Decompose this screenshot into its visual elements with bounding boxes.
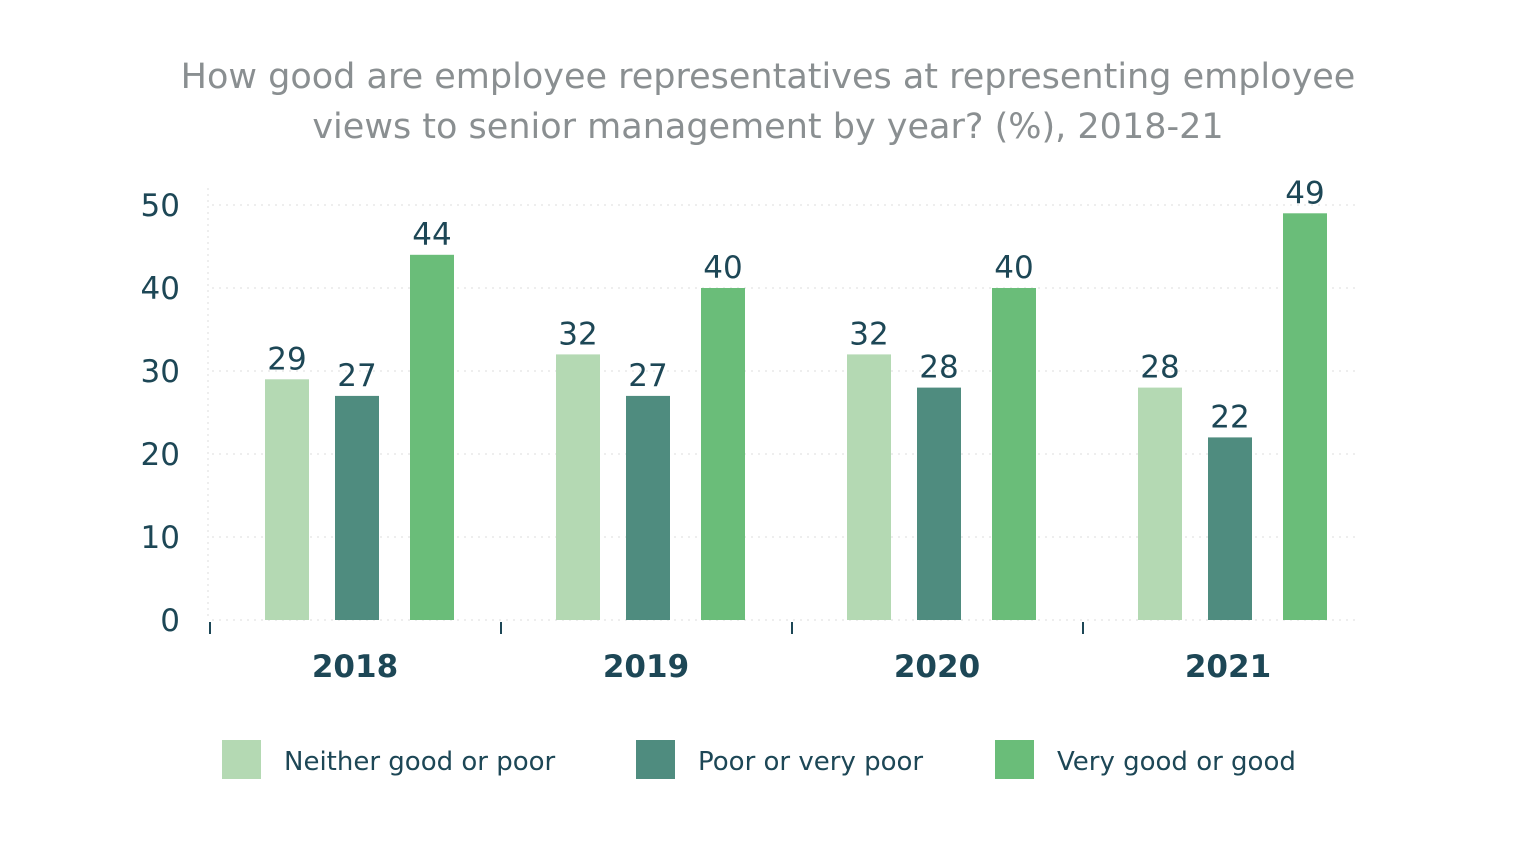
x-category-label: 2018 (312, 649, 398, 685)
legend-swatch (222, 740, 261, 779)
bar (626, 395, 670, 620)
data-label: 49 (1285, 175, 1324, 211)
y-tick-label: 0 (160, 603, 180, 639)
data-label: 27 (628, 358, 667, 394)
y-tick-label: 40 (141, 271, 180, 307)
y-tick-label: 20 (141, 437, 180, 473)
chart-title-line-2: views to senior management by year? (%),… (312, 107, 1223, 147)
y-tick-label: 30 (141, 354, 180, 390)
data-label: 28 (919, 350, 958, 386)
data-label: 22 (1210, 399, 1249, 435)
data-label: 27 (337, 358, 376, 394)
legend-swatch (636, 740, 675, 779)
y-tick-label: 50 (141, 188, 180, 224)
x-category-label: 2020 (894, 649, 980, 685)
data-label: 32 (558, 316, 597, 352)
bar (410, 254, 454, 621)
bar (1208, 437, 1252, 620)
y-axis: 0 10 20 30 40 50 (141, 188, 180, 639)
bar (992, 288, 1036, 620)
y-tick-label: 10 (141, 520, 180, 556)
legend-label: Poor or very poor (698, 747, 923, 777)
bar (335, 395, 379, 620)
data-label: 40 (994, 250, 1033, 286)
bars: 29 27 44 32 27 40 32 28 40 28 22 49 (265, 175, 1327, 621)
bar (556, 354, 600, 620)
data-label: 29 (267, 341, 306, 377)
legend-label: Very good or good (1057, 747, 1296, 777)
legend-label: Neither good or poor (284, 747, 556, 777)
bar (701, 288, 745, 620)
x-category-label: 2021 (1185, 649, 1271, 685)
data-label: 40 (703, 250, 742, 286)
bar (917, 387, 961, 620)
bar (847, 354, 891, 620)
legend: Neither good or poor Poor or very poor Ver… (222, 740, 1296, 779)
data-label: 28 (1140, 350, 1179, 386)
bar (265, 379, 309, 620)
chart-title-line-1: How good are employee representatives at… (181, 57, 1356, 97)
x-category-label: 2019 (603, 649, 689, 685)
gridlines (207, 188, 1360, 621)
x-axis: 2018 2019 2020 2021 (209, 622, 1271, 685)
data-label: 32 (849, 316, 888, 352)
bar (1283, 213, 1327, 621)
legend-swatch (995, 740, 1034, 779)
bar (1138, 387, 1182, 620)
data-label: 44 (412, 217, 451, 253)
